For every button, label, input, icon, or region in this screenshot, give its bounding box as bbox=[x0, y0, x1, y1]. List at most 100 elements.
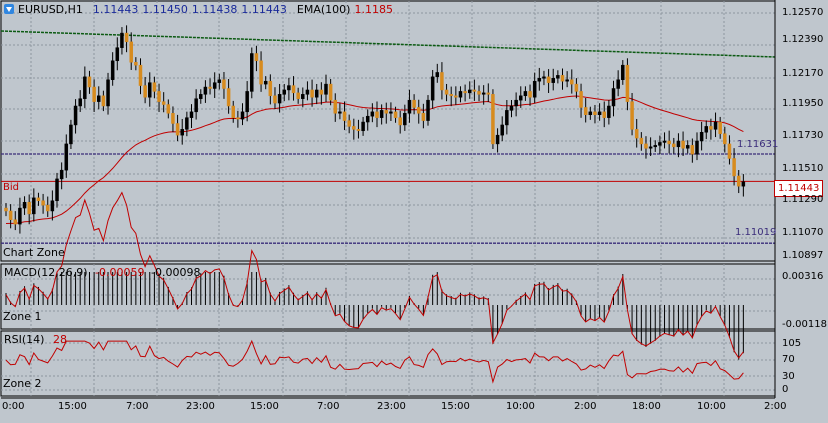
candle-down bbox=[486, 92, 491, 95]
zone-1-label: Zone 1 bbox=[3, 310, 42, 323]
candle-down bbox=[319, 89, 324, 95]
candle-down bbox=[236, 117, 240, 120]
candle-up bbox=[180, 129, 184, 136]
candle-down bbox=[13, 219, 18, 225]
candle-up bbox=[22, 201, 27, 209]
candle-down bbox=[166, 104, 171, 114]
candle-up bbox=[379, 110, 384, 118]
candle-up bbox=[199, 94, 203, 99]
bid-label: Bid bbox=[3, 182, 19, 193]
candle-down bbox=[92, 86, 96, 102]
candle-down bbox=[352, 126, 356, 130]
candle-down bbox=[449, 94, 453, 97]
candle-down bbox=[570, 79, 574, 85]
candle-down bbox=[440, 72, 444, 91]
candle-down bbox=[625, 64, 630, 102]
candle-up bbox=[324, 83, 328, 95]
candle-up bbox=[361, 121, 365, 132]
candle-down bbox=[463, 91, 467, 94]
candle-up bbox=[616, 79, 620, 89]
candle-up bbox=[519, 95, 523, 101]
rsi-label: RSI(14) bbox=[4, 333, 45, 346]
candle-up bbox=[648, 146, 653, 149]
candle-up bbox=[194, 98, 198, 113]
time-axis-tick: 23:00 bbox=[377, 401, 406, 412]
candle-down bbox=[124, 32, 129, 43]
candle-up bbox=[240, 111, 245, 120]
candle-up bbox=[556, 75, 560, 79]
candle-up bbox=[435, 72, 440, 78]
candle-up bbox=[389, 111, 393, 114]
macd-pane[interactable] bbox=[5, 191, 744, 360]
candle-up bbox=[217, 79, 222, 83]
candle-up bbox=[110, 60, 115, 80]
candle-down bbox=[560, 75, 565, 82]
candle-down bbox=[27, 201, 31, 215]
candle-up bbox=[203, 86, 208, 95]
time-axis-tick: 0:00 bbox=[2, 401, 25, 412]
price-axis-tick: 1.11730 bbox=[782, 130, 824, 141]
candle-up bbox=[699, 131, 704, 142]
candle-up bbox=[338, 111, 342, 114]
time-axis-tick: 2:00 bbox=[764, 401, 787, 412]
price-axis-tick: 1.12570 bbox=[782, 7, 824, 18]
candle-down bbox=[152, 82, 157, 92]
candle-up bbox=[430, 76, 435, 101]
candle-down bbox=[528, 91, 532, 98]
price-axis-tick: 1.11950 bbox=[782, 98, 824, 109]
macd-axis-tick: 0.00316 bbox=[782, 271, 824, 282]
candle-up bbox=[537, 78, 542, 82]
candle-up bbox=[676, 140, 681, 148]
candle-up bbox=[565, 79, 569, 82]
candle-up bbox=[597, 111, 602, 115]
candle-down bbox=[546, 76, 551, 83]
candle-down bbox=[129, 41, 133, 63]
candle-down bbox=[579, 91, 583, 108]
chart-grid bbox=[1, 1, 775, 396]
candle-up bbox=[305, 89, 310, 95]
time-axis-tick: 10:00 bbox=[697, 401, 726, 412]
ema-label: EMA(100) bbox=[296, 3, 351, 16]
time-axis-tick: 7:00 bbox=[126, 401, 149, 412]
candle-down bbox=[639, 137, 644, 145]
time-axis-tick: 23:00 bbox=[186, 401, 215, 412]
candle-up bbox=[282, 89, 286, 95]
price-pane[interactable] bbox=[0, 25, 776, 244]
candle-down bbox=[723, 133, 727, 145]
high-value: 1.11450 bbox=[142, 3, 188, 16]
lower-level-label: 1.11019 bbox=[735, 227, 777, 238]
candle-down bbox=[231, 105, 235, 118]
candle-up bbox=[277, 94, 282, 104]
chart-panes bbox=[0, 0, 776, 397]
candle-down bbox=[45, 204, 50, 212]
candle-up bbox=[542, 76, 546, 79]
symbol-label: EURUSD,H1 bbox=[18, 3, 83, 16]
candle-up bbox=[314, 89, 319, 98]
candle-up bbox=[250, 53, 254, 92]
candle-up bbox=[500, 124, 504, 136]
candle-down bbox=[681, 140, 685, 149]
close-value: 1.11443 bbox=[241, 3, 287, 16]
bid-price-tag: 1.11443 bbox=[774, 180, 823, 197]
candle-down bbox=[718, 121, 722, 134]
chart-zone-label: Chart Zone bbox=[3, 246, 65, 259]
candle-down bbox=[254, 53, 259, 62]
price-axis-tick: 1.12170 bbox=[782, 68, 824, 79]
candle-down bbox=[161, 101, 166, 105]
candle-up bbox=[18, 207, 22, 225]
ema-line bbox=[5, 95, 744, 224]
rsi-pane[interactable] bbox=[5, 339, 744, 384]
rsi-axis-tick: 30 bbox=[782, 371, 795, 382]
candle-up bbox=[551, 78, 555, 83]
candle-down bbox=[268, 80, 273, 97]
macd-signal-line bbox=[5, 191, 744, 359]
candle-down bbox=[333, 99, 338, 114]
candle-down bbox=[134, 61, 138, 66]
candle-up bbox=[621, 64, 625, 80]
candle-up bbox=[741, 181, 746, 187]
open-value: 1.11443 bbox=[92, 3, 139, 16]
time-axis-tick: 15:00 bbox=[250, 401, 279, 412]
candle-down bbox=[732, 158, 736, 177]
candle-down bbox=[226, 88, 231, 107]
